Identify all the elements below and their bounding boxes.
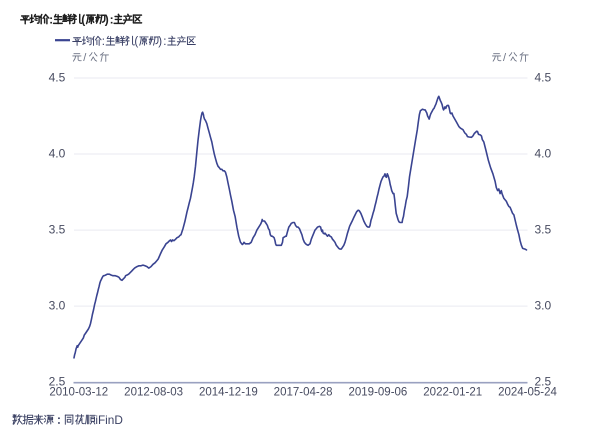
svg-text:3.0: 3.0: [49, 298, 66, 312]
svg-text:2014-12-19: 2014-12-19: [199, 387, 258, 399]
svg-text:/: /: [83, 52, 87, 64]
svg-text:2022-01-21: 2022-01-21: [423, 387, 482, 399]
svg-text:4.0: 4.0: [49, 146, 66, 160]
svg-text:3.0: 3.0: [535, 298, 552, 312]
svg-text::: :: [110, 12, 114, 26]
svg-text:3.5: 3.5: [49, 222, 66, 236]
svg-text:(: (: [81, 12, 85, 26]
svg-text:2019-09-06: 2019-09-06: [348, 387, 407, 399]
svg-text:): ): [158, 36, 162, 48]
svg-text:D: D: [114, 413, 123, 427]
svg-text::: :: [49, 12, 53, 26]
svg-text:i: i: [95, 413, 98, 427]
svg-text:n: n: [108, 413, 115, 427]
svg-text:2.5: 2.5: [49, 375, 66, 389]
svg-text:/: /: [503, 52, 507, 64]
svg-text:4.5: 4.5: [535, 70, 552, 84]
svg-text:2024-05-24: 2024-05-24: [498, 387, 557, 399]
svg-text:F: F: [98, 413, 105, 427]
svg-text:4.5: 4.5: [49, 70, 66, 84]
svg-text:i: i: [105, 413, 108, 427]
svg-text:4.0: 4.0: [535, 146, 552, 160]
svg-text::: :: [163, 36, 166, 48]
svg-text:2017-04-28: 2017-04-28: [274, 387, 333, 399]
svg-text:2012-08-03: 2012-08-03: [124, 387, 183, 399]
svg-text:3.5: 3.5: [535, 222, 552, 236]
svg-text::: :: [102, 36, 105, 48]
svg-text:2010-03-12: 2010-03-12: [49, 387, 108, 399]
svg-text:2.5: 2.5: [535, 375, 552, 389]
svg-text:): ): [105, 12, 109, 26]
svg-text:(: (: [134, 36, 138, 48]
